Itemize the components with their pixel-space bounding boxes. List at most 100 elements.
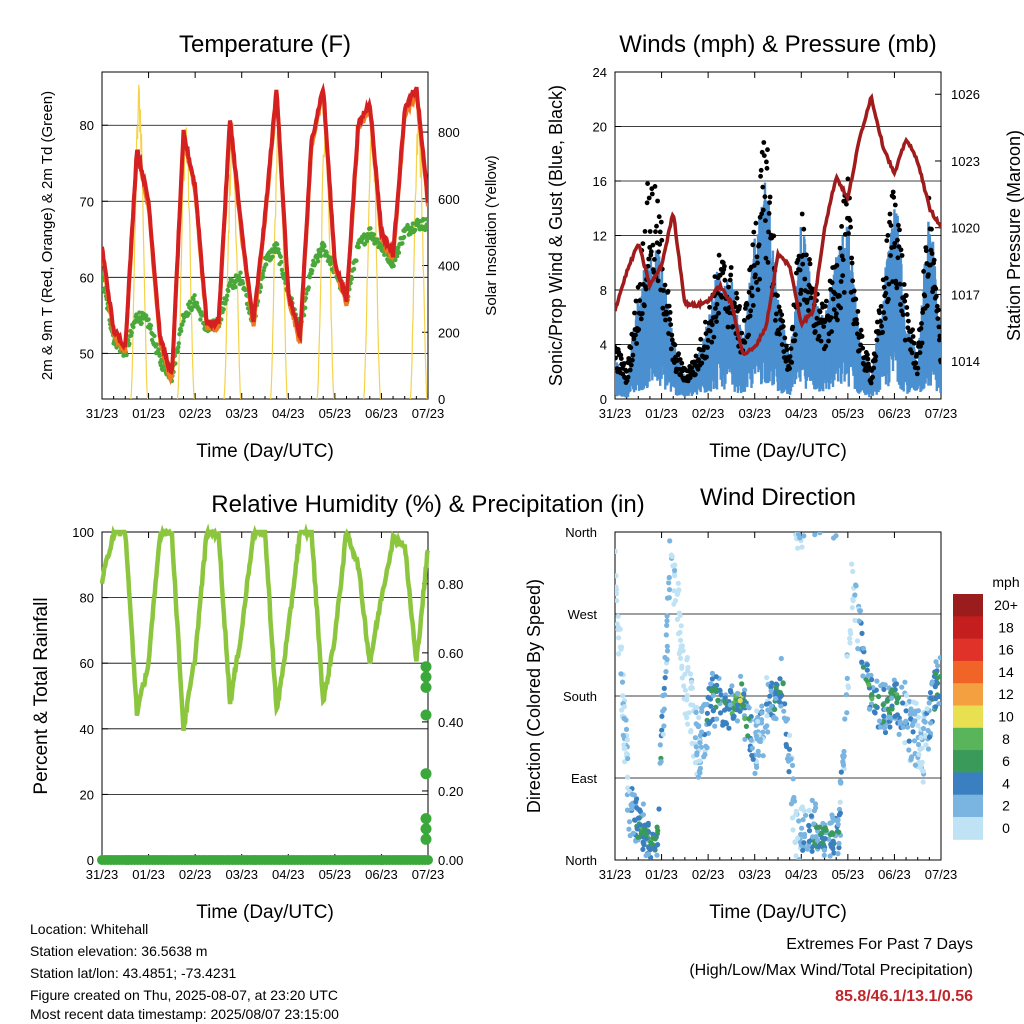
- direction-direction-point: [754, 764, 760, 770]
- winds-gust-point: [689, 365, 695, 371]
- direction-direction-point: [892, 682, 898, 688]
- direction-direction-point: [689, 685, 696, 691]
- direction-legend-swatch: [953, 638, 983, 662]
- winds-gust-point: [933, 286, 939, 291]
- temperature-dewpoint-point: [349, 276, 354, 282]
- winds-y2tick-label: 1014: [951, 354, 980, 369]
- winds-ytick-label: 0: [600, 392, 607, 407]
- winds-gust-point: [798, 287, 804, 293]
- winds-gust-point: [658, 219, 664, 225]
- winds-gust-point: [838, 305, 843, 311]
- temperature-dewpoint-point: [264, 262, 269, 267]
- direction-direction-point: [889, 687, 895, 693]
- direction-direction-point: [637, 822, 643, 828]
- winds-gust-point: [799, 211, 805, 217]
- direction-direction-point: [844, 710, 850, 716]
- direction-direction-point: [886, 714, 892, 720]
- winds-gust-point: [709, 322, 715, 328]
- direction-legend-label: 6: [1002, 753, 1010, 769]
- direction-direction-point: [804, 846, 811, 852]
- winds-gust-point: [734, 295, 740, 301]
- winds-gust-point: [881, 310, 887, 315]
- direction-direction-point: [764, 723, 770, 729]
- direction-direction-point: [871, 709, 878, 715]
- winds-gust-point: [640, 241, 646, 247]
- direction-direction-point: [764, 675, 770, 681]
- winds-gust-point: [630, 352, 636, 358]
- winds-gust-point: [663, 317, 668, 323]
- direction-direction-point: [816, 844, 822, 850]
- temperature-dewpoint-point: [312, 261, 318, 266]
- direction-direction-point: [768, 688, 774, 694]
- winds-gust-point: [646, 195, 652, 201]
- direction-direction-point: [745, 703, 751, 709]
- winds-gust-point: [637, 298, 643, 303]
- direction-direction-point: [640, 839, 646, 845]
- direction-direction-point: [701, 703, 707, 709]
- winds-gust-point: [753, 272, 758, 278]
- direction-xtick-label: 05/23: [832, 867, 865, 882]
- temperature-ytick-label: 80: [80, 118, 94, 133]
- direction-direction-point: [933, 671, 939, 677]
- winds-gust-point: [909, 350, 915, 356]
- direction-direction-point: [933, 696, 939, 702]
- direction-xtick-label: 31/23: [599, 867, 632, 882]
- direction-direction-point: [831, 850, 837, 856]
- winds-gust-point: [896, 222, 901, 228]
- winds-gust-point: [643, 286, 649, 292]
- direction-direction-point: [850, 568, 856, 575]
- winds-gust-point: [774, 311, 779, 317]
- temperature-dewpoint-point: [351, 266, 357, 272]
- direction-legend-swatch: [953, 660, 983, 684]
- direction-direction-point: [710, 708, 717, 714]
- direction-direction-point: [616, 651, 622, 657]
- winds-gust-point: [923, 248, 929, 254]
- winds-gust-point: [829, 329, 834, 334]
- direction-direction-point: [790, 827, 796, 833]
- direction-xtick-label: 02/23: [692, 867, 725, 882]
- winds-gust-point: [742, 340, 748, 345]
- temperature-dewpoint-point: [359, 239, 364, 245]
- direction-direction-point: [777, 676, 783, 682]
- winds-gust-point: [913, 360, 919, 366]
- winds-gust-point: [897, 227, 902, 233]
- direction-title: Wind Direction: [700, 484, 856, 511]
- humidity-y2tick-label: 0.00: [438, 853, 463, 868]
- direction-direction-point: [906, 698, 913, 705]
- winds-ylabel: Sonic/Prop Wind & Gust (Blue, Black): [546, 85, 566, 386]
- direction-direction-point: [933, 704, 939, 710]
- direction-direction-point: [887, 724, 893, 730]
- humidity-xtick-label: 02/23: [179, 867, 212, 882]
- winds-gust-point: [931, 257, 937, 263]
- direction-direction-point: [813, 824, 820, 831]
- winds-gust-point: [919, 340, 925, 346]
- winds-gust-point: [807, 257, 812, 262]
- temperature-dewpoint-point: [393, 257, 398, 263]
- winds-gust-point: [714, 301, 720, 307]
- temperature-dewpoint-point: [270, 254, 275, 259]
- direction-direction-point: [789, 815, 796, 821]
- direction-direction-point: [692, 735, 699, 741]
- winds-gust-point: [835, 317, 840, 323]
- direction-direction-point: [817, 532, 823, 536]
- winds-ytick-label: 12: [593, 229, 607, 244]
- temperature-dewpoint-point: [400, 241, 405, 246]
- winds-gust-point: [924, 303, 930, 309]
- direction-direction-point: [809, 797, 815, 804]
- winds-gust-point: [877, 310, 882, 316]
- winds-gust-point: [668, 346, 674, 352]
- direction-direction-point: [720, 719, 726, 725]
- winds-y2tick-label: 1020: [951, 221, 980, 236]
- direction-direction-point: [906, 747, 912, 753]
- direction-direction-point: [626, 819, 633, 825]
- direction-direction-point: [928, 695, 934, 701]
- humidity-ylabel: Percent & Total Rainfall: [31, 597, 52, 794]
- direction-direction-point: [933, 659, 939, 665]
- direction-direction-point: [902, 740, 908, 746]
- direction-direction-point: [674, 616, 681, 623]
- direction-direction-point: [830, 831, 836, 837]
- direction-direction-point: [717, 710, 724, 716]
- direction-xtick-label: 06/23: [878, 867, 911, 882]
- temperature-dewpoint-point: [191, 296, 196, 302]
- direction-direction-point: [659, 727, 665, 733]
